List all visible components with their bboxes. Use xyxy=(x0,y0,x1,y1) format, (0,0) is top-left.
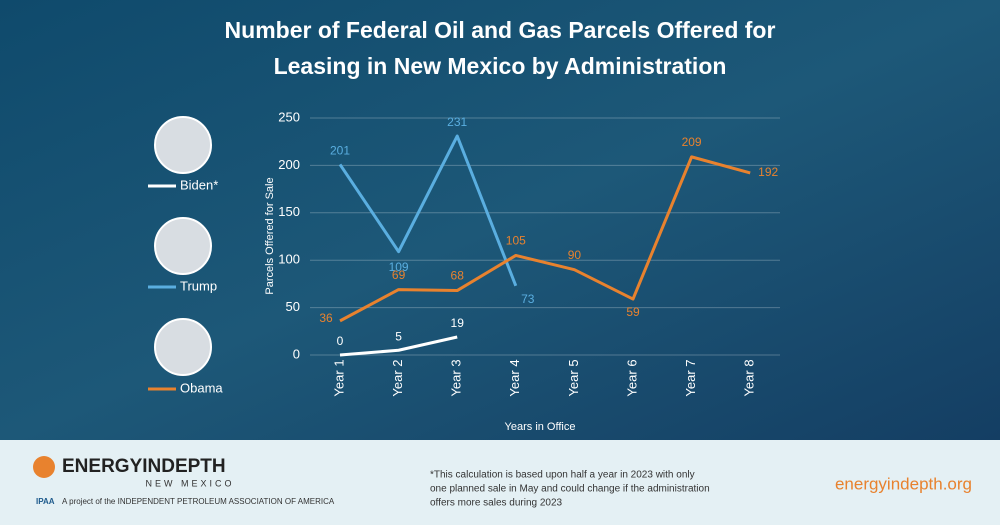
data-label: 68 xyxy=(451,269,465,283)
series-line xyxy=(338,134,518,287)
data-label: 201 xyxy=(330,144,350,158)
y-tick-label: 150 xyxy=(278,204,300,219)
photo xyxy=(154,318,212,376)
legend-label: Trump xyxy=(180,278,217,293)
legend-label: Biden* xyxy=(180,177,218,192)
x-tick-label: Year 4 xyxy=(507,359,522,396)
data-label: 5 xyxy=(395,329,402,343)
data-label: 69 xyxy=(392,268,406,282)
logo: ENERGYINDEPTH xyxy=(62,456,226,477)
data-label: 59 xyxy=(626,305,640,319)
ipaa: IPAA xyxy=(36,497,55,506)
series-line xyxy=(339,335,458,357)
footer-background xyxy=(0,440,1000,525)
x-tick-label: Year 1 xyxy=(331,359,346,396)
y-tick-label: 200 xyxy=(278,157,300,172)
y-tick-label: 0 xyxy=(293,346,300,361)
chart-title: Number of Federal Oil and Gas Parcels Of… xyxy=(224,17,776,79)
data-label: 105 xyxy=(506,234,526,248)
y-tick-label: 100 xyxy=(278,252,300,267)
url: energyindepth.org xyxy=(835,474,972,493)
data-label: 19 xyxy=(451,316,465,330)
project: A project of the INDEPENDENT PETROLEUM A… xyxy=(62,497,335,506)
x-tick-label: Year 2 xyxy=(390,359,405,396)
photo xyxy=(154,217,212,275)
legend-label: Obama xyxy=(180,380,223,395)
data-label: 209 xyxy=(682,135,702,149)
data-label: 192 xyxy=(758,165,778,179)
data-label: 90 xyxy=(568,248,582,262)
x-tick-label: Year 6 xyxy=(624,359,639,396)
data-label: 0 xyxy=(337,334,344,348)
y-tick-label: 50 xyxy=(286,299,300,314)
photo xyxy=(154,116,212,174)
x-tick-label: Year 7 xyxy=(683,359,698,396)
y-axis-label: Parcels Offered for Sale xyxy=(264,177,276,294)
data-label: 109 xyxy=(389,260,409,274)
x-axis-label: Years in Office xyxy=(505,421,576,433)
x-tick-label: Year 5 xyxy=(566,359,581,396)
logo-sub: NEW MEXICO xyxy=(145,478,234,488)
series-line xyxy=(339,155,751,323)
note: offers more sales during 2023 xyxy=(430,498,563,509)
x-tick-label: Year 8 xyxy=(742,359,757,396)
logo-icon xyxy=(33,456,55,478)
note: *This calculation is based upon half a y… xyxy=(430,470,695,481)
note: one planned sale in May and could change… xyxy=(430,484,710,495)
data-label: 231 xyxy=(447,115,467,129)
data-label: 73 xyxy=(521,292,535,306)
y-tick-label: 250 xyxy=(278,109,300,124)
x-tick-label: Year 3 xyxy=(449,359,464,396)
data-label: 36 xyxy=(319,311,333,325)
